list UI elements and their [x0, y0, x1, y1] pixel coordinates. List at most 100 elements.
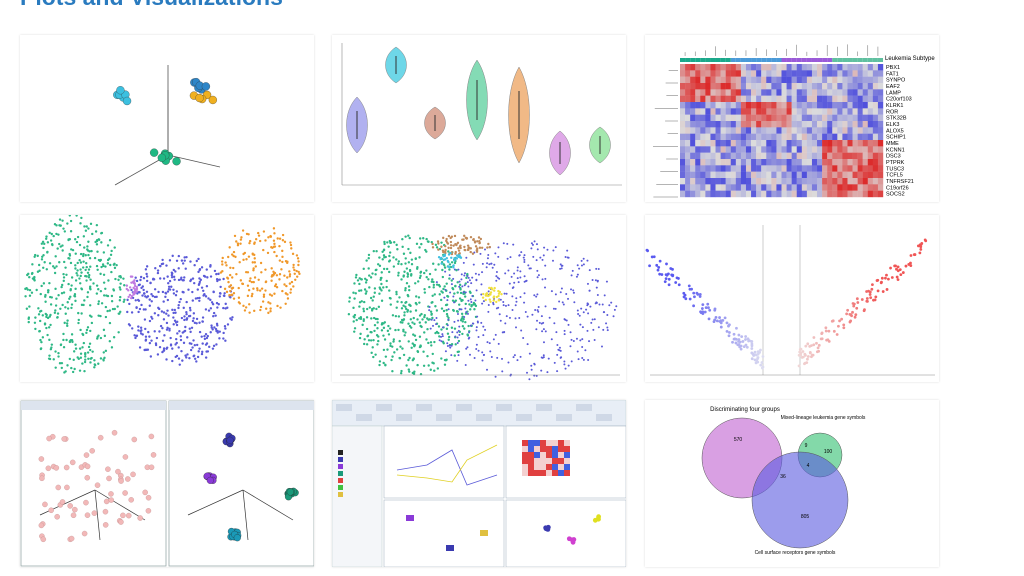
point	[89, 222, 93, 226]
point	[812, 343, 816, 347]
point	[449, 346, 452, 349]
point	[103, 334, 107, 338]
heat-cell	[715, 159, 721, 166]
heat-cell	[756, 133, 762, 141]
point	[157, 290, 160, 294]
point	[556, 343, 559, 346]
point	[158, 307, 161, 311]
app-screenshot-thumb[interactable]	[332, 400, 626, 567]
point	[91, 350, 94, 353]
point	[458, 333, 461, 336]
point	[576, 309, 579, 312]
point	[70, 306, 73, 310]
point	[353, 297, 356, 300]
heat-cell	[700, 89, 706, 96]
point	[734, 341, 738, 345]
heat-cell	[832, 133, 838, 141]
point	[395, 243, 398, 247]
point	[82, 235, 86, 238]
point	[179, 297, 182, 301]
point	[397, 271, 400, 275]
point	[49, 323, 52, 327]
point	[42, 254, 45, 257]
heat-cell	[776, 114, 782, 122]
point	[540, 369, 543, 372]
point	[104, 349, 108, 353]
point	[137, 310, 140, 314]
heat-cell	[546, 470, 552, 476]
point	[382, 286, 385, 289]
point	[456, 241, 460, 245]
heat-cell	[781, 178, 787, 185]
sphere	[106, 475, 112, 482]
point	[443, 250, 447, 253]
heat-cell	[710, 165, 716, 172]
heat-cell	[756, 171, 762, 179]
heat-cell	[796, 178, 802, 185]
subtype-bar	[791, 58, 797, 62]
point	[133, 334, 136, 337]
point	[52, 234, 55, 238]
scatter-3d-thumb[interactable]	[20, 35, 314, 202]
heat-cell	[822, 171, 828, 179]
point	[270, 267, 273, 270]
point	[88, 342, 92, 345]
point	[463, 284, 466, 287]
volcano-thumb[interactable]	[645, 215, 939, 382]
heat-cell	[847, 171, 853, 179]
point	[83, 225, 86, 228]
point	[232, 250, 236, 254]
venn-thumb[interactable]: Discriminating four groupsMixed-lineage …	[645, 400, 939, 567]
point	[887, 277, 890, 281]
point	[166, 290, 170, 293]
heat-cell	[690, 171, 696, 179]
heat-cell	[766, 171, 772, 179]
point	[432, 324, 435, 327]
point	[497, 298, 500, 302]
point	[463, 327, 466, 330]
point	[298, 272, 301, 276]
tsne-thumb[interactable]	[332, 215, 626, 382]
point	[417, 296, 421, 299]
heat-cell	[740, 165, 747, 172]
point	[73, 367, 76, 371]
point	[89, 329, 92, 333]
point	[288, 282, 292, 285]
heat-cell	[730, 127, 737, 134]
point	[474, 299, 477, 302]
point	[82, 254, 85, 258]
point	[799, 351, 803, 355]
point	[398, 339, 401, 343]
point	[576, 350, 579, 353]
heat-cell	[761, 121, 767, 128]
heat-cell	[847, 70, 853, 77]
heat-cell	[690, 184, 696, 191]
point	[69, 261, 73, 265]
point	[108, 340, 112, 343]
heat-cell	[756, 121, 762, 128]
pca-windows-thumb[interactable]	[20, 400, 314, 567]
venn-count: 9	[805, 443, 808, 449]
point	[541, 258, 544, 261]
point	[500, 292, 503, 296]
sphere	[118, 478, 124, 484]
point	[74, 238, 77, 241]
point	[115, 263, 118, 267]
sphere	[233, 534, 241, 542]
point	[242, 304, 245, 308]
violin-thumb[interactable]	[332, 35, 626, 202]
heatmap-thumb[interactable]: Leukemia SubtypePBX1FAT1SYNPOEAF2LAMPC20…	[645, 35, 939, 202]
point	[355, 273, 358, 277]
heat-cell	[822, 76, 828, 84]
point	[235, 240, 238, 243]
heat-cell	[756, 108, 762, 115]
umap-thumb[interactable]	[20, 215, 314, 382]
point	[466, 333, 469, 336]
point	[555, 331, 558, 334]
point	[486, 262, 489, 265]
point	[191, 299, 195, 302]
heat-cell	[786, 64, 792, 71]
point	[482, 325, 485, 328]
point	[233, 234, 237, 238]
point	[34, 327, 37, 331]
